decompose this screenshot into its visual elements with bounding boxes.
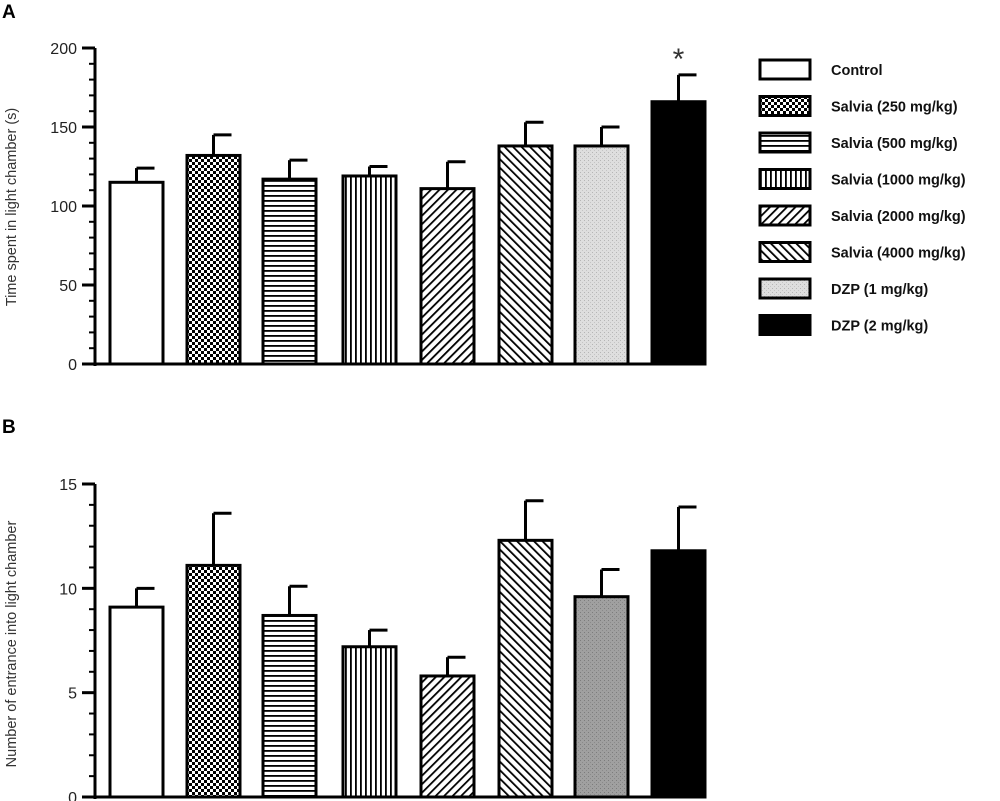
- bar-7: [573, 595, 630, 799]
- legend-label-6: Salvia (4000 mg/kg): [831, 246, 966, 262]
- legend-label-1: Control: [831, 63, 883, 79]
- legend-label-2: Salvia (250 mg/kg): [831, 100, 958, 116]
- chart-panel-b: 0 5 10 15: [59, 477, 707, 801]
- y-tick-label: 100: [50, 199, 77, 216]
- bar-7: [573, 144, 630, 366]
- panel-label-a: A: [2, 2, 16, 23]
- bar-8: [650, 100, 707, 366]
- legend-swatch-5: [758, 204, 812, 227]
- legend-label-3: Salvia (500 mg/kg): [831, 136, 958, 152]
- bar-3: [261, 177, 318, 366]
- y-tick-label: 0: [68, 790, 77, 801]
- bar-2: [185, 153, 242, 366]
- bar-3: [261, 613, 318, 799]
- legend-label-5: Salvia (2000 mg/kg): [831, 209, 966, 225]
- bar-5: [419, 674, 476, 799]
- legend-swatch-8: [758, 314, 812, 336]
- y-axis-title-a: Time spent in light chamber (s): [4, 108, 20, 307]
- legend-swatch-3: [758, 131, 812, 154]
- significance-mark: *: [673, 43, 685, 76]
- y-tick-label: 10: [59, 581, 77, 598]
- panel-label-b: B: [2, 417, 16, 438]
- bar-5: [419, 187, 476, 366]
- y-tick-label: 150: [50, 120, 77, 137]
- legend: Control Salvia (250 mg/kg) Salvia (500 mg/…: [758, 58, 966, 336]
- bar-4: [341, 174, 398, 366]
- legend-swatch-1: [758, 58, 812, 81]
- bar-6: [497, 538, 554, 799]
- y-tick-label: 15: [59, 477, 77, 494]
- legend-swatch-4: [758, 168, 812, 190]
- legend-swatch-2: [758, 95, 812, 117]
- y-tick-label: 5: [68, 686, 77, 703]
- legend-swatch-6: [758, 241, 812, 263]
- chart-panel-a: 0 50 100 150 200 *: [50, 41, 707, 374]
- legend-swatch-7: [758, 277, 812, 300]
- y-tick-label: 0: [68, 357, 77, 374]
- bar-4: [341, 645, 398, 799]
- bar-1: [108, 605, 165, 799]
- bar-1: [108, 180, 165, 366]
- legend-label-7: DZP (1 mg/kg): [831, 282, 928, 298]
- y-axis-title-b: Number of entrance into light chamber: [4, 521, 20, 768]
- y-tick-label: 200: [50, 41, 77, 58]
- y-tick-label: 50: [59, 278, 77, 295]
- bar-2: [185, 563, 242, 799]
- legend-label-4: Salvia (1000 mg/kg): [831, 173, 966, 189]
- bar-6: [497, 144, 554, 366]
- legend-label-8: DZP (2 mg/kg): [831, 319, 928, 335]
- bar-8: [650, 549, 707, 799]
